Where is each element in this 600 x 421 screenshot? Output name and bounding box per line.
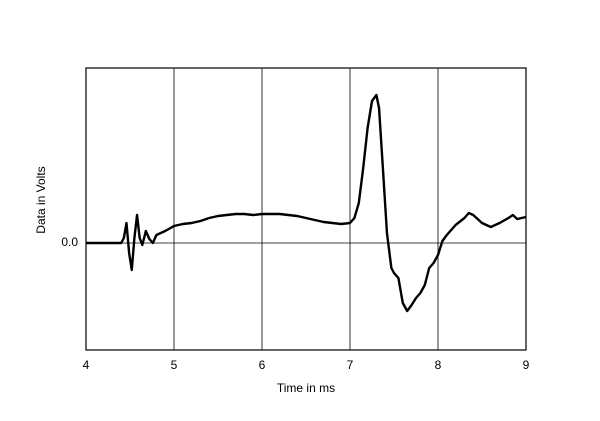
x-tick-label: 8 <box>435 358 442 372</box>
y-axis-label: Data in Volts <box>34 166 48 233</box>
plot-frame <box>85 67 527 351</box>
y-tick-label: 0.0 <box>61 235 78 249</box>
data-line <box>86 93 527 313</box>
x-tick-label: 6 <box>259 358 266 372</box>
x-tick-label: 4 <box>83 358 90 372</box>
x-tick-label: 9 <box>523 358 530 372</box>
x-axis-label: Time in ms <box>277 381 335 395</box>
x-tick-label: 7 <box>347 358 354 372</box>
x-tick-label: 5 <box>171 358 178 372</box>
